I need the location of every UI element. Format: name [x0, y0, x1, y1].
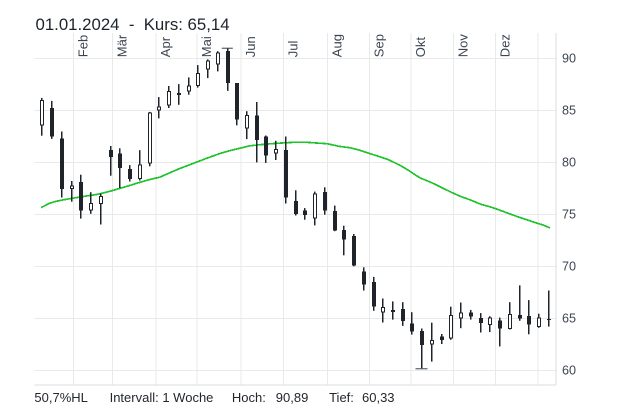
svg-text:80: 80 — [562, 155, 576, 169]
svg-text:Tief:: Tief: — [329, 390, 354, 405]
svg-text:Aug: Aug — [330, 34, 345, 57]
svg-text:50,7%HL: 50,7%HL — [34, 390, 87, 405]
svg-text:Feb: Feb — [76, 35, 91, 57]
svg-text:Intervall: 1 Woche: Intervall: 1 Woche — [110, 390, 214, 405]
svg-text:65: 65 — [562, 311, 576, 325]
svg-text:Dez: Dez — [498, 34, 513, 57]
svg-text:Okt: Okt — [413, 37, 428, 58]
svg-text:60,33: 60,33 — [362, 390, 395, 405]
svg-text:Jun: Jun — [243, 36, 258, 57]
svg-text:60: 60 — [562, 363, 576, 377]
svg-text:75: 75 — [562, 207, 576, 221]
svg-text:Apr: Apr — [158, 36, 173, 57]
svg-text:90,89: 90,89 — [276, 390, 309, 405]
svg-text:Sep: Sep — [372, 34, 387, 57]
svg-text:85: 85 — [562, 103, 576, 117]
svg-text:90: 90 — [562, 51, 576, 65]
svg-text:70: 70 — [562, 259, 576, 273]
svg-text:Nov: Nov — [455, 34, 470, 58]
svg-text:Hoch:: Hoch: — [232, 390, 266, 405]
svg-text:Jul: Jul — [286, 40, 301, 57]
svg-text:01.01.2024 - Kurs: 65,14: 01.01.2024 - Kurs: 65,14 — [36, 15, 230, 34]
svg-text:Mai: Mai — [199, 36, 214, 57]
svg-text:Mär: Mär — [114, 34, 129, 57]
